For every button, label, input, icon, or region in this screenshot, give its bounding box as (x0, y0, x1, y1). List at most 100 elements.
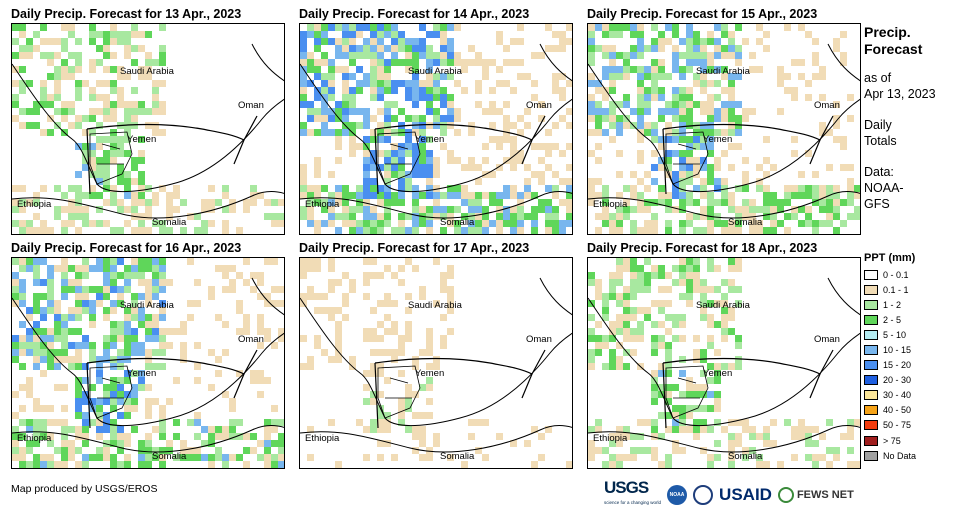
precip-cell (707, 52, 714, 59)
precip-cell (96, 45, 103, 52)
precip-cell (665, 384, 672, 391)
precip-cell (54, 384, 61, 391)
precip-cell (40, 279, 47, 286)
precip-cell (749, 108, 756, 115)
precip-cell (440, 272, 447, 279)
precip-cell (644, 101, 651, 108)
map-label-oman: Oman (238, 334, 264, 345)
precip-cell (335, 101, 342, 108)
precip-cell (644, 314, 651, 321)
precip-cell (300, 52, 307, 59)
precip-cell (307, 426, 314, 433)
precip-cell (40, 38, 47, 45)
precip-cell (321, 31, 328, 38)
precip-cell (110, 157, 117, 164)
precip-cell (391, 300, 398, 307)
precip-cell (187, 468, 194, 469)
precip-cell (250, 272, 257, 279)
map-svg (300, 258, 572, 468)
precip-cell (68, 199, 75, 206)
precip-cell (68, 220, 75, 227)
precip-cell (124, 45, 131, 52)
precip-cell (686, 279, 693, 286)
precip-cell (391, 356, 398, 363)
precip-cell (847, 115, 854, 122)
precip-cell (328, 206, 335, 213)
map-label-saudi-arabia: Saudi Arabia (696, 300, 750, 311)
precip-cell (110, 468, 117, 469)
precip-cell (363, 335, 370, 342)
precip-cell (840, 52, 847, 59)
precip-cell (229, 405, 236, 412)
precip-cell (54, 265, 61, 272)
precip-cell (377, 136, 384, 143)
precip-cell (391, 24, 398, 31)
coastline (539, 277, 572, 316)
precip-cell (12, 356, 19, 363)
precip-cell (609, 440, 616, 447)
precip-cell (588, 272, 595, 279)
precip-cell (679, 321, 686, 328)
precip-cell (124, 52, 131, 59)
precip-cell (110, 384, 117, 391)
precip-cell (602, 73, 609, 80)
precip-cell (75, 265, 82, 272)
map-label-somalia: Somalia (728, 451, 763, 462)
precip-cell (742, 419, 749, 426)
precip-cell (131, 272, 138, 279)
precip-cell (426, 45, 433, 52)
precip-cell (159, 335, 166, 342)
precip-cell (208, 206, 215, 213)
precip-cell (335, 24, 342, 31)
precip-cell (180, 227, 187, 234)
precip-cell (40, 454, 47, 461)
precip-cell (616, 171, 623, 178)
precip-cell (728, 38, 735, 45)
precip-cell (840, 59, 847, 66)
precip-cell (609, 363, 616, 370)
legend-swatch (864, 420, 878, 431)
precip-cell (847, 461, 854, 468)
precip-cell (236, 454, 243, 461)
precip-cell (700, 80, 707, 87)
precip-cell (398, 265, 405, 272)
precip-cell (314, 185, 321, 192)
precip-cell (609, 115, 616, 122)
precip-cell (847, 185, 854, 192)
precip-cell (75, 314, 82, 321)
precip-map: Saudi Arabia Oman Yemen Ethiopia Somalia (587, 23, 861, 235)
precip-cell (791, 185, 798, 192)
precip-cell (552, 185, 559, 192)
precip-cell (75, 199, 82, 206)
precip-cell (833, 136, 840, 143)
precip-cell (686, 157, 693, 164)
map-label-somalia: Somalia (728, 217, 763, 228)
precip-cell (370, 426, 377, 433)
precip-cell (644, 468, 651, 469)
precip-cell (637, 279, 644, 286)
precip-cell (145, 412, 152, 419)
precip-cell (637, 157, 644, 164)
precip-cell (433, 31, 440, 38)
precip-cell (159, 342, 166, 349)
precip-cell (54, 87, 61, 94)
precip-cell (833, 199, 840, 206)
precip-cell (721, 300, 728, 307)
precip-cell (124, 454, 131, 461)
map-label-somalia: Somalia (440, 217, 475, 228)
precip-cell (545, 150, 552, 157)
precip-cell (117, 300, 124, 307)
precip-cell (651, 391, 658, 398)
precip-cell (61, 335, 68, 342)
precip-cell (89, 314, 96, 321)
precip-cell (812, 234, 819, 235)
precip-cell (124, 115, 131, 122)
coastline (251, 277, 284, 316)
precip-cell (609, 454, 616, 461)
precip-cell (68, 328, 75, 335)
precip-cell (440, 115, 447, 122)
precip-cell (377, 150, 384, 157)
precip-cell (47, 363, 54, 370)
precip-cell (152, 279, 159, 286)
precip-cell (103, 419, 110, 426)
